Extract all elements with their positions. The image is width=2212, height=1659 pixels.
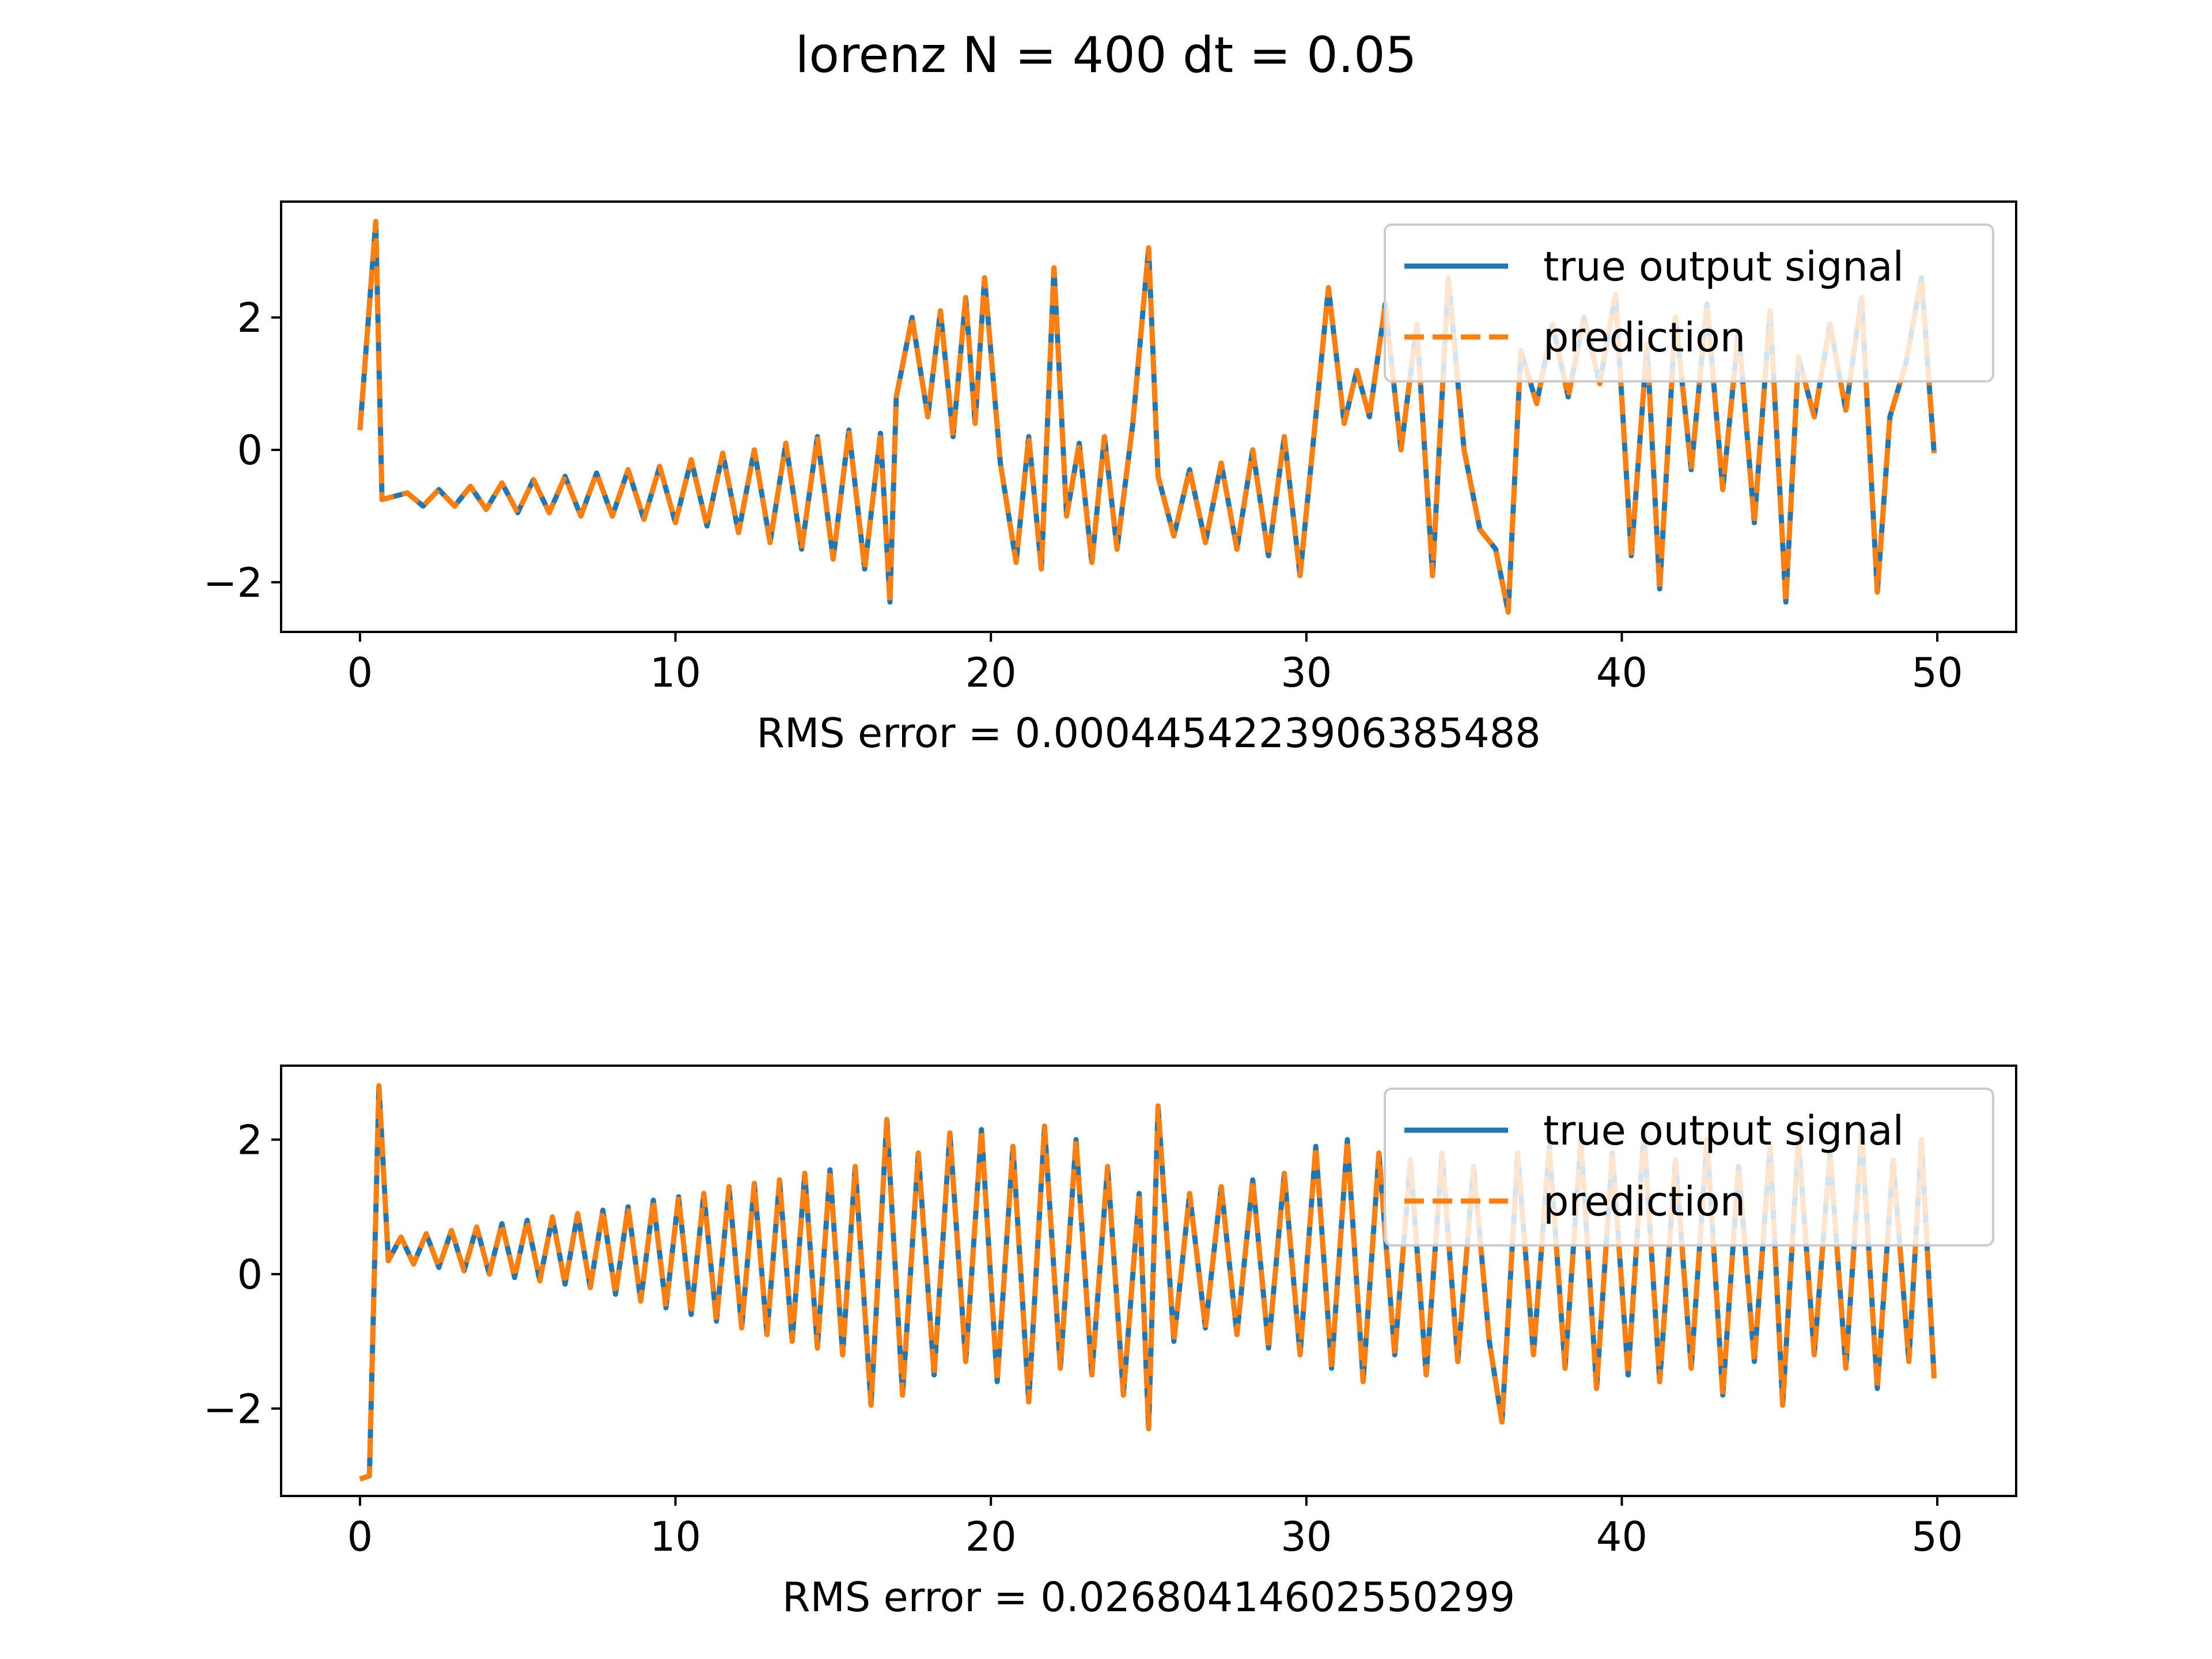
bottom-legend: true output signal prediction xyxy=(1384,1088,1994,1247)
bottom-y-tick-label: −2 xyxy=(203,1385,263,1433)
subplot-top: 0 10 20 30 40 50 −2 0 2 RMS error = 0.00044542239… xyxy=(203,200,2017,757)
top-legend-label-true-output-signal: true output signal xyxy=(1543,243,1904,290)
top-x-tick-label: 20 xyxy=(965,649,1017,696)
top-y-tick-label: 0 xyxy=(237,427,263,474)
bottom-x-tick-label: 50 xyxy=(1912,1513,1963,1560)
bottom-rms-error-label: RMS error = 0.02680414602550299 xyxy=(782,1574,1515,1621)
bottom-axes-frame xyxy=(280,1065,2017,1497)
bottom-series-prediction-line xyxy=(359,1083,1937,1482)
bottom-x-tick-label: 40 xyxy=(1596,1513,1647,1560)
top-rms-error-label: RMS error = 0.0004454223906385488 xyxy=(756,710,1540,757)
top-x-tick-label: 30 xyxy=(1281,649,1332,696)
bottom-x-tick-label: 10 xyxy=(650,1513,701,1560)
top-axes-frame xyxy=(280,200,2017,633)
top-y-tick-label: −2 xyxy=(203,559,263,607)
bottom-legend-label-prediction: prediction xyxy=(1543,1178,1745,1225)
bottom-legend-label-true-output-signal: true output signal xyxy=(1543,1107,1904,1154)
bottom-y-tick-label: 0 xyxy=(237,1251,263,1298)
top-y-tick-label: 2 xyxy=(237,294,263,342)
top-legend: true output signal prediction xyxy=(1384,224,1994,382)
top-x-tick-label: 0 xyxy=(347,649,373,696)
bottom-y-tick-label: 2 xyxy=(237,1116,263,1164)
figure-title: lorenz N = 400 dt = 0.05 xyxy=(796,26,1417,84)
bottom-x-tick-label: 0 xyxy=(347,1513,373,1560)
subplot-bottom: 0 10 20 30 40 50 −2 0 2 RMS error = 0.02680414602… xyxy=(203,1065,2017,1621)
top-x-tick-label: 40 xyxy=(1596,649,1647,696)
top-x-tick-label: 50 xyxy=(1912,649,1963,696)
top-series-prediction-line xyxy=(357,219,1937,615)
top-legend-label-prediction: prediction xyxy=(1543,314,1745,361)
top-x-tick-label: 10 xyxy=(650,649,701,696)
bottom-x-tick-label: 20 xyxy=(965,1513,1017,1560)
bottom-x-tick-label: 30 xyxy=(1281,1513,1332,1560)
